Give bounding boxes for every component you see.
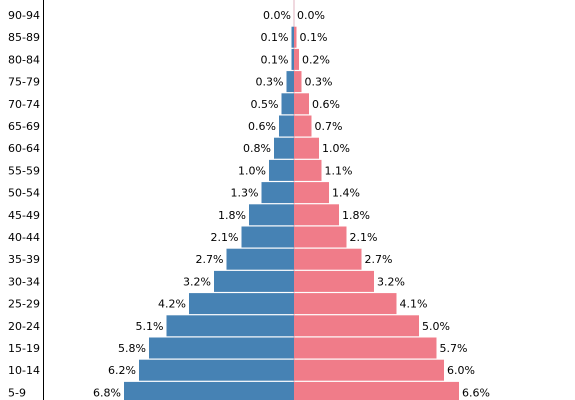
right-bar bbox=[294, 381, 459, 400]
right-value-label: 2.7% bbox=[365, 253, 393, 266]
right-value-label: 2.1% bbox=[350, 231, 378, 244]
y-tick-label: 5-9 bbox=[8, 386, 26, 399]
right-value-label: 5.7% bbox=[440, 342, 468, 355]
right-value-label: 1.4% bbox=[332, 187, 360, 200]
right-bar bbox=[294, 293, 397, 315]
left-value-label: 2.1% bbox=[211, 231, 239, 244]
left-bar bbox=[189, 293, 294, 315]
right-value-label: 4.1% bbox=[400, 298, 428, 311]
left-bar bbox=[149, 337, 294, 359]
right-value-label: 0.1% bbox=[300, 31, 328, 44]
y-tick-label: 20-24 bbox=[8, 320, 40, 333]
y-tick-label: 50-54 bbox=[8, 187, 40, 200]
y-tick-label: 65-69 bbox=[8, 120, 40, 133]
right-bar bbox=[294, 137, 319, 159]
left-value-label: 1.3% bbox=[231, 187, 259, 200]
left-bar bbox=[226, 248, 294, 270]
right-value-label: 6.6% bbox=[462, 386, 490, 399]
right-value-label: 0.3% bbox=[305, 76, 333, 89]
left-bar bbox=[124, 381, 294, 400]
left-value-label: 1.8% bbox=[218, 209, 246, 222]
bars-group bbox=[124, 0, 459, 400]
y-tick-label: 35-39 bbox=[8, 253, 40, 266]
right-bar bbox=[294, 182, 329, 204]
right-value-label: 0.7% bbox=[315, 120, 343, 133]
left-value-label: 0.8% bbox=[243, 142, 271, 155]
right-bar bbox=[294, 159, 322, 181]
left-value-label: 4.2% bbox=[158, 298, 186, 311]
right-bar bbox=[294, 270, 374, 292]
y-tick-label: 55-59 bbox=[8, 164, 40, 177]
y-tick-label: 75-79 bbox=[8, 76, 40, 89]
left-value-label: 0.6% bbox=[248, 120, 276, 133]
left-value-label: 0.1% bbox=[261, 31, 289, 44]
right-bar bbox=[294, 26, 297, 48]
right-value-label: 1.1% bbox=[325, 164, 353, 177]
y-tick-label: 70-74 bbox=[8, 98, 40, 111]
right-bar bbox=[294, 337, 437, 359]
y-tick-label: 80-84 bbox=[8, 53, 40, 66]
y-tick-label: 60-64 bbox=[8, 142, 40, 155]
left-value-label: 5.8% bbox=[118, 342, 146, 355]
left-bar bbox=[286, 71, 294, 93]
left-value-label: 0.3% bbox=[256, 76, 284, 89]
left-value-label: 5.1% bbox=[136, 320, 164, 333]
left-value-label: 0.0% bbox=[263, 9, 291, 22]
y-tick-label: 25-29 bbox=[8, 298, 40, 311]
right-value-label: 1.8% bbox=[342, 209, 370, 222]
left-value-label: 3.2% bbox=[183, 275, 211, 288]
right-value-label: 0.6% bbox=[312, 98, 340, 111]
left-bar bbox=[241, 226, 294, 248]
left-bar bbox=[291, 26, 294, 48]
right-bar bbox=[294, 71, 302, 93]
left-bar bbox=[279, 115, 294, 137]
right-bar bbox=[294, 315, 419, 337]
labels-group: 90-94 0.0% 0.0% 85-89 0.1% 0.1% 80-84 0.1% 0.2% 7… bbox=[8, 9, 490, 399]
right-bar bbox=[294, 115, 312, 137]
left-value-label: 0.1% bbox=[261, 53, 289, 66]
right-value-label: 0.2% bbox=[302, 53, 330, 66]
y-tick-label: 40-44 bbox=[8, 231, 40, 244]
left-value-label: 2.7% bbox=[196, 253, 224, 266]
left-bar bbox=[139, 359, 294, 381]
y-tick-label: 45-49 bbox=[8, 209, 40, 222]
left-value-label: 0.5% bbox=[251, 98, 279, 111]
left-value-label: 6.8% bbox=[93, 386, 121, 399]
y-tick-label: 90-94 bbox=[8, 9, 40, 22]
right-value-label: 6.0% bbox=[447, 364, 475, 377]
left-bar bbox=[166, 315, 294, 337]
right-value-label: 5.0% bbox=[422, 320, 450, 333]
right-value-label: 1.0% bbox=[322, 142, 350, 155]
y-tick-label: 85-89 bbox=[8, 31, 40, 44]
right-bar bbox=[294, 204, 339, 226]
right-bar bbox=[294, 226, 347, 248]
right-bar bbox=[294, 48, 299, 70]
left-bar bbox=[214, 270, 294, 292]
right-bar bbox=[294, 248, 362, 270]
right-bar bbox=[294, 93, 309, 115]
left-bar bbox=[281, 93, 294, 115]
y-tick-label: 30-34 bbox=[8, 275, 40, 288]
y-tick-label: 10-14 bbox=[8, 364, 40, 377]
left-bar bbox=[261, 182, 294, 204]
left-bar bbox=[269, 159, 294, 181]
right-value-label: 3.2% bbox=[377, 275, 405, 288]
y-tick-label: 15-19 bbox=[8, 342, 40, 355]
right-bar bbox=[294, 359, 444, 381]
left-bar bbox=[274, 137, 294, 159]
right-value-label: 0.0% bbox=[297, 9, 325, 22]
left-value-label: 6.2% bbox=[108, 364, 136, 377]
left-value-label: 1.0% bbox=[238, 164, 266, 177]
left-bar bbox=[249, 204, 294, 226]
left-bar bbox=[291, 48, 294, 70]
